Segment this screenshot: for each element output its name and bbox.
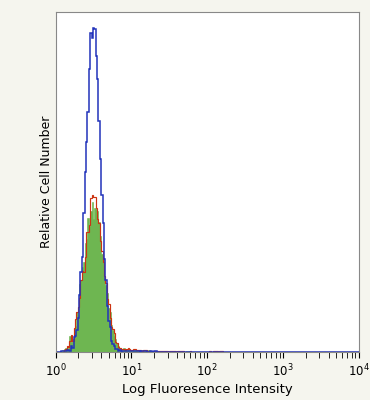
X-axis label: Log Fluoresence Intensity: Log Fluoresence Intensity bbox=[122, 383, 293, 396]
Y-axis label: Relative Cell Number: Relative Cell Number bbox=[40, 116, 53, 248]
Polygon shape bbox=[56, 202, 359, 352]
